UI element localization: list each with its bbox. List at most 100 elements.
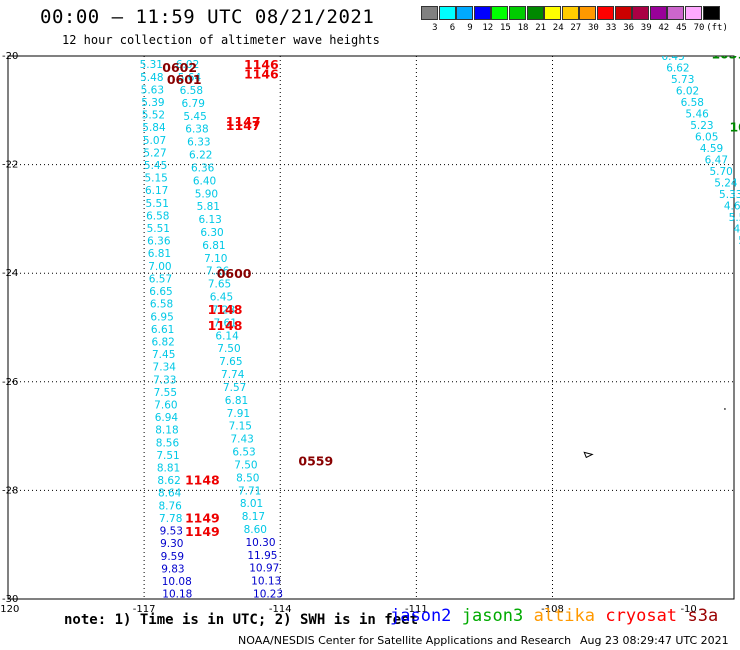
legend-swatch	[579, 6, 597, 20]
wave-height-label: 7.45	[152, 349, 175, 361]
lon-tick-label: -114	[269, 604, 292, 615]
wave-height-label: 6.45	[661, 51, 684, 63]
wave-height-label: 5.33	[719, 189, 740, 201]
wave-height-label: 7.10	[204, 253, 227, 265]
wave-height-label: 8.64	[158, 488, 182, 500]
legend-label: 39	[640, 23, 652, 33]
pass-time-label: 10	[729, 120, 740, 135]
pass-time-label: 1147	[226, 114, 261, 129]
wave-height-label: 6.95	[150, 311, 173, 323]
wave-height-label: 5.51	[147, 223, 170, 235]
legend-label: 12	[482, 23, 494, 33]
satellite-jason3: jason3	[461, 606, 524, 626]
pass-time-label: 1149	[185, 511, 220, 526]
satellite-s3a: s3a	[687, 606, 719, 626]
wave-height-label: 6.05	[695, 131, 718, 143]
legend-swatch	[597, 6, 614, 20]
legend-label: 15	[500, 23, 511, 33]
wave-height-label: 5.15	[144, 173, 167, 185]
wave-height-label: 8.81	[157, 463, 180, 475]
pass-time-label: 1146	[244, 66, 279, 81]
legend-label: 3	[432, 23, 438, 33]
wave-height-label: 6.30	[200, 227, 223, 239]
wave-height-label: 7.65	[219, 356, 242, 368]
wave-height-label: 7.74	[221, 369, 245, 381]
wave-height-label: 5.73	[671, 74, 694, 86]
wave-height-label: 6.14	[215, 330, 239, 342]
pass-time-label: 0600	[217, 266, 252, 281]
wave-height-label: 5.63	[141, 84, 164, 96]
wave-height-label: 8.01	[240, 498, 263, 510]
wave-height-label: 7.50	[217, 343, 240, 355]
wave-height-label: 6.82	[151, 336, 174, 348]
wave-height-label: 6.94	[155, 412, 179, 424]
lon-tick-label: -120	[0, 604, 19, 615]
wave-height-label: 11.95	[247, 550, 277, 562]
pass-time-label: 0602	[162, 60, 197, 75]
legend-swatch	[491, 6, 509, 20]
wave-height-label: 5.23	[690, 120, 713, 132]
wave-height-label: 7.55	[154, 387, 177, 399]
legend-swatch	[614, 6, 632, 20]
wave-height-label: 6.79	[182, 98, 205, 110]
legend-label: 24	[552, 23, 564, 33]
pass-time-label: 1148	[185, 473, 220, 488]
wave-height-label: 7.65	[208, 279, 231, 291]
lon-tick-label: -108	[541, 604, 564, 615]
satellite-cryosat: cryosat	[605, 606, 678, 626]
wave-height-label: 5.07	[143, 135, 166, 147]
lat-tick-label: -28	[2, 485, 18, 496]
wave-height-label: 9.30	[160, 538, 183, 550]
wave-height-label: 6.13	[198, 214, 221, 226]
wave-height-label: 5.51	[146, 198, 169, 210]
wave-height-label: 9.83	[161, 563, 184, 575]
legend-swatch	[561, 6, 579, 20]
wave-height-label: 6.62	[666, 62, 689, 74]
legend-label: 21	[535, 23, 547, 33]
wave-height-label: 5.45	[183, 111, 206, 123]
legend-label: 9	[467, 23, 473, 33]
wave-height-label: 4.66	[724, 200, 740, 212]
wave-height-label: 6.81	[225, 395, 248, 407]
pass-time-label: 1148	[208, 318, 243, 333]
wave-height-label: 10.18	[162, 589, 192, 601]
map-frame	[7, 55, 735, 600]
legend-swatch	[632, 6, 650, 20]
wave-height-label: 6.61	[151, 324, 174, 336]
wave-height-label: 7.28	[212, 304, 235, 316]
track-layer: 5.315.485.635.395.525.845.075.275.455.15…	[140, 46, 740, 601]
wave-height-label: 9.53	[160, 526, 183, 538]
pass-time-label: 1146	[244, 57, 279, 72]
wave-height-label: 5.70	[709, 166, 732, 178]
credit-line: NOAA/NESDIS Center for Satellite Applica…	[238, 634, 572, 647]
wave-height-label: 7.91	[227, 408, 250, 420]
wave-height-label: 6.36	[191, 162, 215, 174]
pass-time-label: 1147	[226, 118, 261, 133]
wave-height-label: 7.57	[223, 382, 246, 394]
wave-height-label: 5.45	[144, 160, 167, 172]
wave-height-label: 5.27	[143, 147, 166, 159]
legend-swatch	[473, 6, 491, 20]
legend-swatch	[526, 6, 544, 20]
wave-height-label: 5.39	[141, 97, 164, 109]
wave-height-label: 9.59	[161, 551, 184, 563]
wave-height-label: 8.17	[242, 511, 265, 523]
wave-height-label: 6.58	[180, 85, 203, 97]
legend-label: 36	[623, 23, 635, 33]
legend-label: 30	[588, 23, 599, 33]
wave-height-label: 6.65	[149, 286, 172, 298]
wave-height-label: 5.48	[140, 72, 163, 84]
wave-height-label: 6.81	[202, 240, 225, 252]
wave-height-label: 7.33	[153, 374, 176, 386]
legend-label: 70	[693, 23, 705, 33]
wave-height-label: 7.26	[206, 266, 230, 278]
legend-unit: (ft)	[706, 23, 728, 33]
wave-height-label: 6.58	[146, 210, 169, 222]
lat-tick-label: -24	[2, 268, 18, 279]
lon-tick-label: -117	[133, 604, 156, 615]
lat-tick-label: -20	[2, 51, 18, 62]
wave-height-label: 10.13	[251, 576, 281, 588]
wave-height-label: 6.36	[147, 236, 171, 248]
